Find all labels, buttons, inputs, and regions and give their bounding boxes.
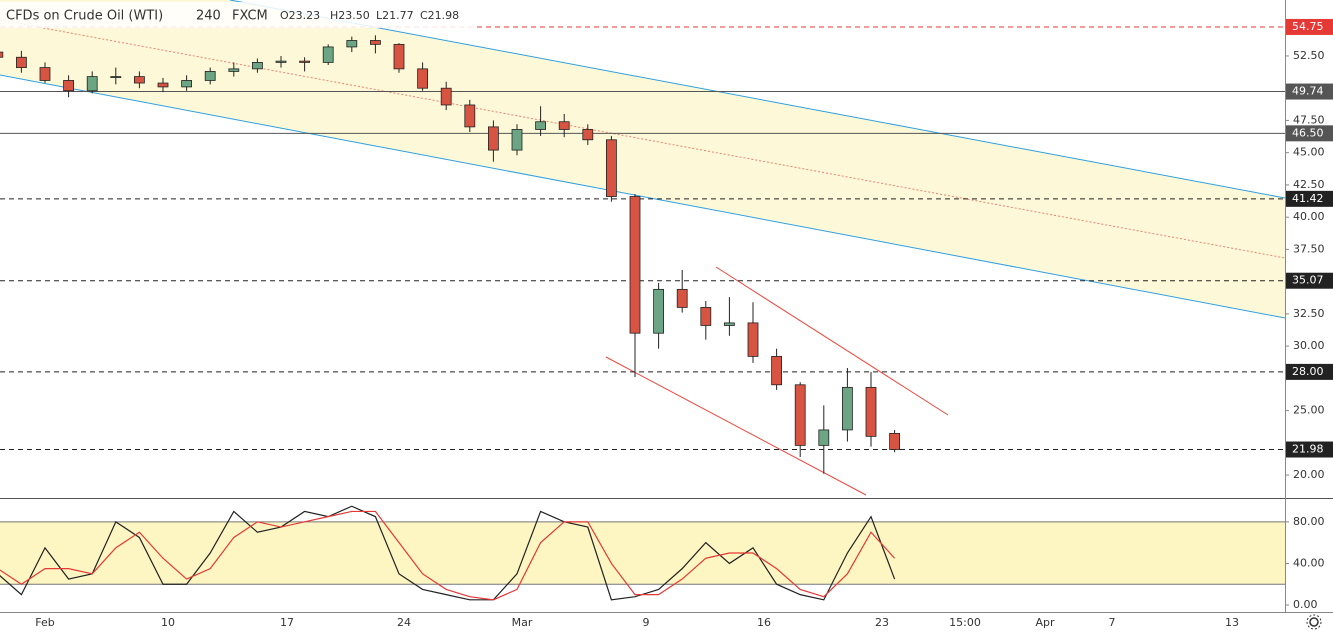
channel-mid xyxy=(0,19,1286,259)
candle-body xyxy=(299,60,311,63)
candle-body xyxy=(700,307,712,326)
candle-body xyxy=(653,288,664,334)
candle-body xyxy=(251,62,263,70)
header-bg xyxy=(0,2,474,28)
level-label: 28.00 xyxy=(1292,365,1324,378)
close: C21.98 xyxy=(420,9,459,22)
channel-fill xyxy=(0,0,1285,318)
candle-body xyxy=(0,51,4,58)
candle-body xyxy=(487,126,499,151)
level-label: 46.50 xyxy=(1292,126,1324,139)
level-label-bg xyxy=(1286,18,1333,35)
candle-body xyxy=(346,40,358,48)
candle-body xyxy=(86,76,98,92)
x-tick-label: 9 xyxy=(643,616,650,629)
x-tick-label: 17 xyxy=(280,616,294,629)
high: H23.50 xyxy=(330,9,370,22)
candle-body xyxy=(629,196,641,334)
channel-upper xyxy=(229,0,1286,199)
candle-body xyxy=(464,104,476,128)
candle-body xyxy=(818,429,830,446)
y-tick-label: 40.00 xyxy=(1293,210,1325,223)
candle-body xyxy=(181,80,193,88)
x-tick-label: 13 xyxy=(1225,616,1239,629)
candle-body xyxy=(275,60,287,63)
y-tick-label: 52.50 xyxy=(1293,49,1325,62)
x-tick-label: 10 xyxy=(161,616,175,629)
x-tick-label: 7 xyxy=(1109,616,1116,629)
source: FXCM xyxy=(232,9,268,24)
candle-body xyxy=(39,67,51,81)
candle-body xyxy=(133,76,145,84)
candle-body xyxy=(228,68,240,72)
candle-body xyxy=(322,46,334,63)
level-label-bg xyxy=(1286,190,1333,207)
candle-body xyxy=(157,82,169,88)
candle-body xyxy=(865,386,877,437)
x-tick-label: 15:00 xyxy=(949,616,981,629)
level-label: 54.75 xyxy=(1292,20,1324,33)
level-label-bg xyxy=(1286,83,1333,100)
candle-body xyxy=(676,288,688,308)
candle-body xyxy=(63,80,74,92)
candle-body xyxy=(369,40,381,45)
level-label-bg xyxy=(1286,441,1333,458)
candle-body xyxy=(417,68,429,89)
x-tick-label: Apr xyxy=(1035,616,1055,629)
level-label-bg xyxy=(1286,272,1333,289)
channel-lower xyxy=(0,74,1286,319)
open: O23.23 xyxy=(280,9,320,22)
osc-tick-label: 80.00 xyxy=(1293,515,1325,528)
candle-body xyxy=(511,129,523,151)
y-tick-label: 45.00 xyxy=(1293,146,1325,159)
x-tick-label: Feb xyxy=(35,616,54,629)
candle-body xyxy=(794,384,806,446)
level-label: 41.42 xyxy=(1292,192,1324,205)
osc-line xyxy=(0,510,896,601)
x-tick-label: 16 xyxy=(757,616,771,629)
candle-body xyxy=(889,432,900,450)
candle-body xyxy=(558,121,570,130)
y-tick-label: 30.00 xyxy=(1293,339,1325,352)
y-tick-label: 25.00 xyxy=(1293,404,1325,417)
candle-body xyxy=(15,56,27,68)
interval: 240 xyxy=(196,9,221,24)
osc-tick-label: 0.00 xyxy=(1293,598,1318,611)
level-label-bg xyxy=(1286,363,1333,380)
candle-body xyxy=(771,356,782,386)
x-tick-label: 24 xyxy=(397,616,411,629)
y-tick-label: 37.50 xyxy=(1293,242,1325,255)
symbol: CFDs on Crude Oil (WTI) xyxy=(6,9,163,24)
osc-band xyxy=(0,521,1285,585)
candle-body xyxy=(747,322,759,357)
candle-body xyxy=(724,322,735,326)
y-tick-label: 42.50 xyxy=(1293,178,1325,191)
level-label: 21.98 xyxy=(1292,443,1324,456)
falling-channel-upper xyxy=(715,266,949,416)
osc-tick-label: 40.00 xyxy=(1293,556,1325,569)
y-tick-label: 20.00 xyxy=(1293,468,1325,481)
x-tick-label: 23 xyxy=(875,616,889,629)
candle-body xyxy=(606,139,617,197)
y-tick-label: 32.50 xyxy=(1293,307,1325,320)
level-label: 35.07 xyxy=(1292,274,1324,287)
falling-channel-lower xyxy=(605,356,867,496)
y-tick-label: 47.50 xyxy=(1293,113,1325,126)
low: L21.77 xyxy=(376,9,414,22)
candle-body xyxy=(110,76,122,78)
candle-body xyxy=(842,386,853,431)
x-tick-label: Mar xyxy=(512,616,533,629)
candle-body xyxy=(204,71,216,81)
level-label: 49.74 xyxy=(1292,85,1324,98)
candle-body xyxy=(535,121,546,130)
level-label-bg xyxy=(1286,125,1333,142)
candle-body xyxy=(582,129,594,141)
candle-body xyxy=(440,87,452,106)
settings-icon[interactable] xyxy=(1306,614,1322,630)
candle-body xyxy=(393,43,405,70)
